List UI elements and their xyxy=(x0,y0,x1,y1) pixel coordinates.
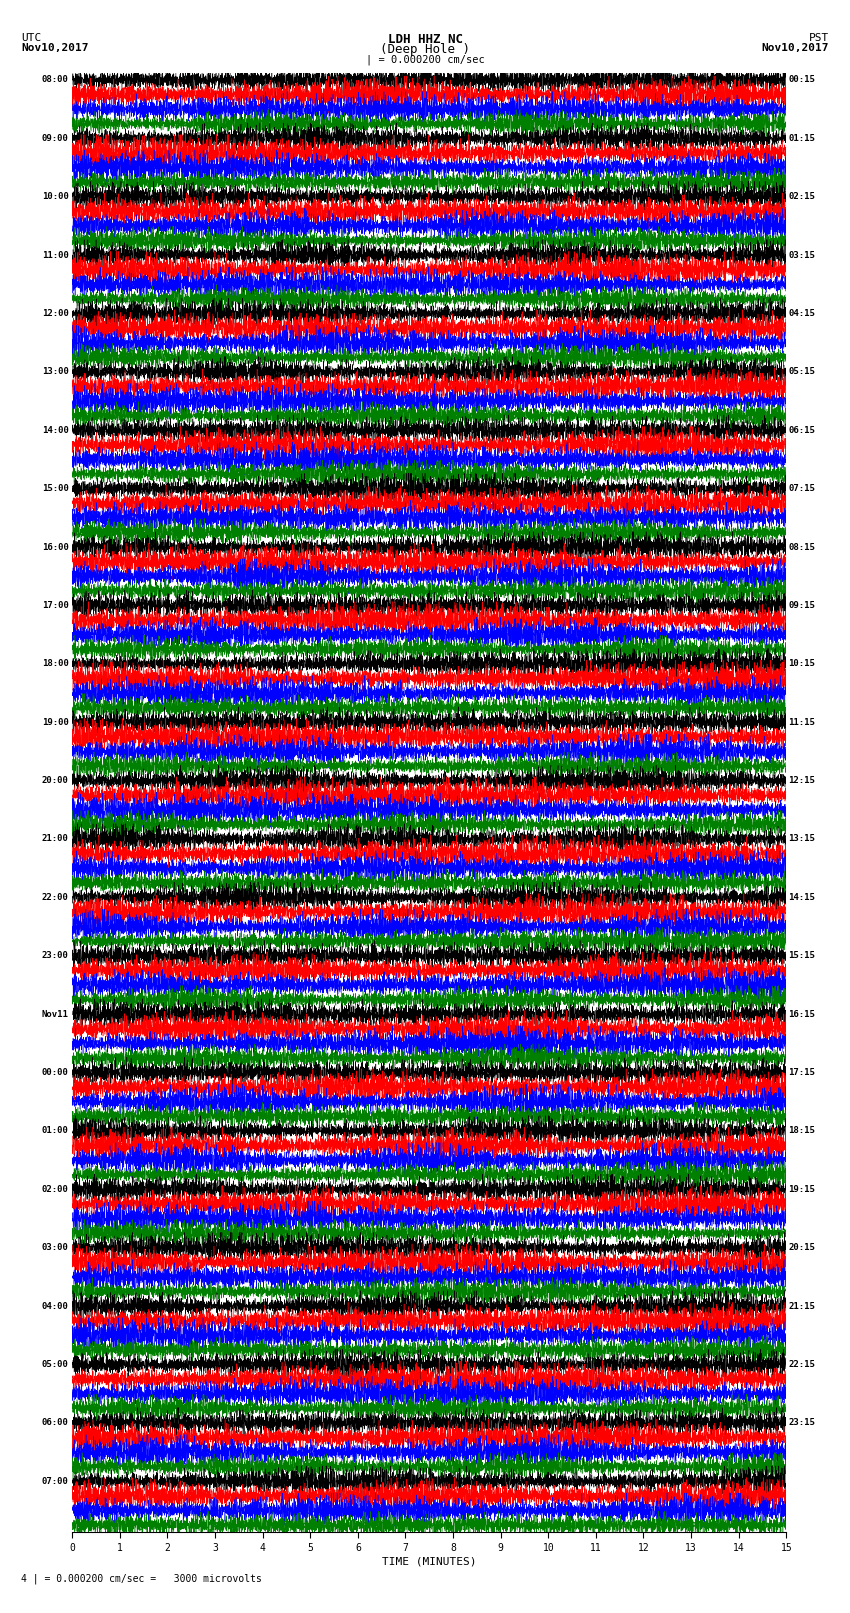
Text: Nov10,2017: Nov10,2017 xyxy=(21,44,88,53)
Text: 05:15: 05:15 xyxy=(789,368,815,376)
Text: 14:00: 14:00 xyxy=(42,426,69,436)
Text: 16:00: 16:00 xyxy=(42,542,69,552)
X-axis label: TIME (MINUTES): TIME (MINUTES) xyxy=(382,1557,477,1566)
Text: 10:15: 10:15 xyxy=(789,660,815,668)
Text: 13:15: 13:15 xyxy=(789,834,815,844)
Text: 03:15: 03:15 xyxy=(789,250,815,260)
Text: 17:15: 17:15 xyxy=(789,1068,815,1077)
Text: | = 0.000200 cm/sec: | = 0.000200 cm/sec xyxy=(366,55,484,65)
Text: 23:15: 23:15 xyxy=(789,1418,815,1428)
Text: 20:15: 20:15 xyxy=(789,1244,815,1252)
Text: 18:00: 18:00 xyxy=(42,660,69,668)
Text: 17:00: 17:00 xyxy=(42,602,69,610)
Text: 21:15: 21:15 xyxy=(789,1302,815,1311)
Text: 11:00: 11:00 xyxy=(42,250,69,260)
Text: Nov10,2017: Nov10,2017 xyxy=(762,44,829,53)
Text: 09:00: 09:00 xyxy=(42,134,69,144)
Text: 15:15: 15:15 xyxy=(789,952,815,960)
Text: 06:15: 06:15 xyxy=(789,426,815,436)
Text: 12:00: 12:00 xyxy=(42,310,69,318)
Text: 18:15: 18:15 xyxy=(789,1126,815,1136)
Text: 01:00: 01:00 xyxy=(42,1126,69,1136)
Text: 19:15: 19:15 xyxy=(789,1186,815,1194)
Text: 08:15: 08:15 xyxy=(789,542,815,552)
Text: Nov11: Nov11 xyxy=(42,1010,69,1019)
Text: 20:00: 20:00 xyxy=(42,776,69,786)
Text: 02:15: 02:15 xyxy=(789,192,815,202)
Text: 22:15: 22:15 xyxy=(789,1360,815,1369)
Text: 02:00: 02:00 xyxy=(42,1186,69,1194)
Text: 16:15: 16:15 xyxy=(789,1010,815,1019)
Text: 13:00: 13:00 xyxy=(42,368,69,376)
Text: PST: PST xyxy=(808,32,829,44)
Text: 15:00: 15:00 xyxy=(42,484,69,494)
Text: 21:00: 21:00 xyxy=(42,834,69,844)
Text: LDH HHZ NC: LDH HHZ NC xyxy=(388,32,462,45)
Text: 04:00: 04:00 xyxy=(42,1302,69,1311)
Text: 10:00: 10:00 xyxy=(42,192,69,202)
Text: 00:00: 00:00 xyxy=(42,1068,69,1077)
Text: UTC: UTC xyxy=(21,32,42,44)
Text: 14:15: 14:15 xyxy=(789,894,815,902)
Text: 07:15: 07:15 xyxy=(789,484,815,494)
Text: 12:15: 12:15 xyxy=(789,776,815,786)
Text: 04:15: 04:15 xyxy=(789,310,815,318)
Text: 09:15: 09:15 xyxy=(789,602,815,610)
Text: 07:00: 07:00 xyxy=(42,1478,69,1486)
Text: 01:15: 01:15 xyxy=(789,134,815,144)
Text: 06:00: 06:00 xyxy=(42,1418,69,1428)
Text: 23:00: 23:00 xyxy=(42,952,69,960)
Text: 00:15: 00:15 xyxy=(789,76,815,84)
Text: 22:00: 22:00 xyxy=(42,894,69,902)
Text: 08:00: 08:00 xyxy=(42,76,69,84)
Text: 11:15: 11:15 xyxy=(789,718,815,727)
Text: 4 | = 0.000200 cm/sec =   3000 microvolts: 4 | = 0.000200 cm/sec = 3000 microvolts xyxy=(21,1573,262,1584)
Text: 05:00: 05:00 xyxy=(42,1360,69,1369)
Text: 19:00: 19:00 xyxy=(42,718,69,727)
Text: 03:00: 03:00 xyxy=(42,1244,69,1252)
Text: (Deep Hole ): (Deep Hole ) xyxy=(380,44,470,56)
